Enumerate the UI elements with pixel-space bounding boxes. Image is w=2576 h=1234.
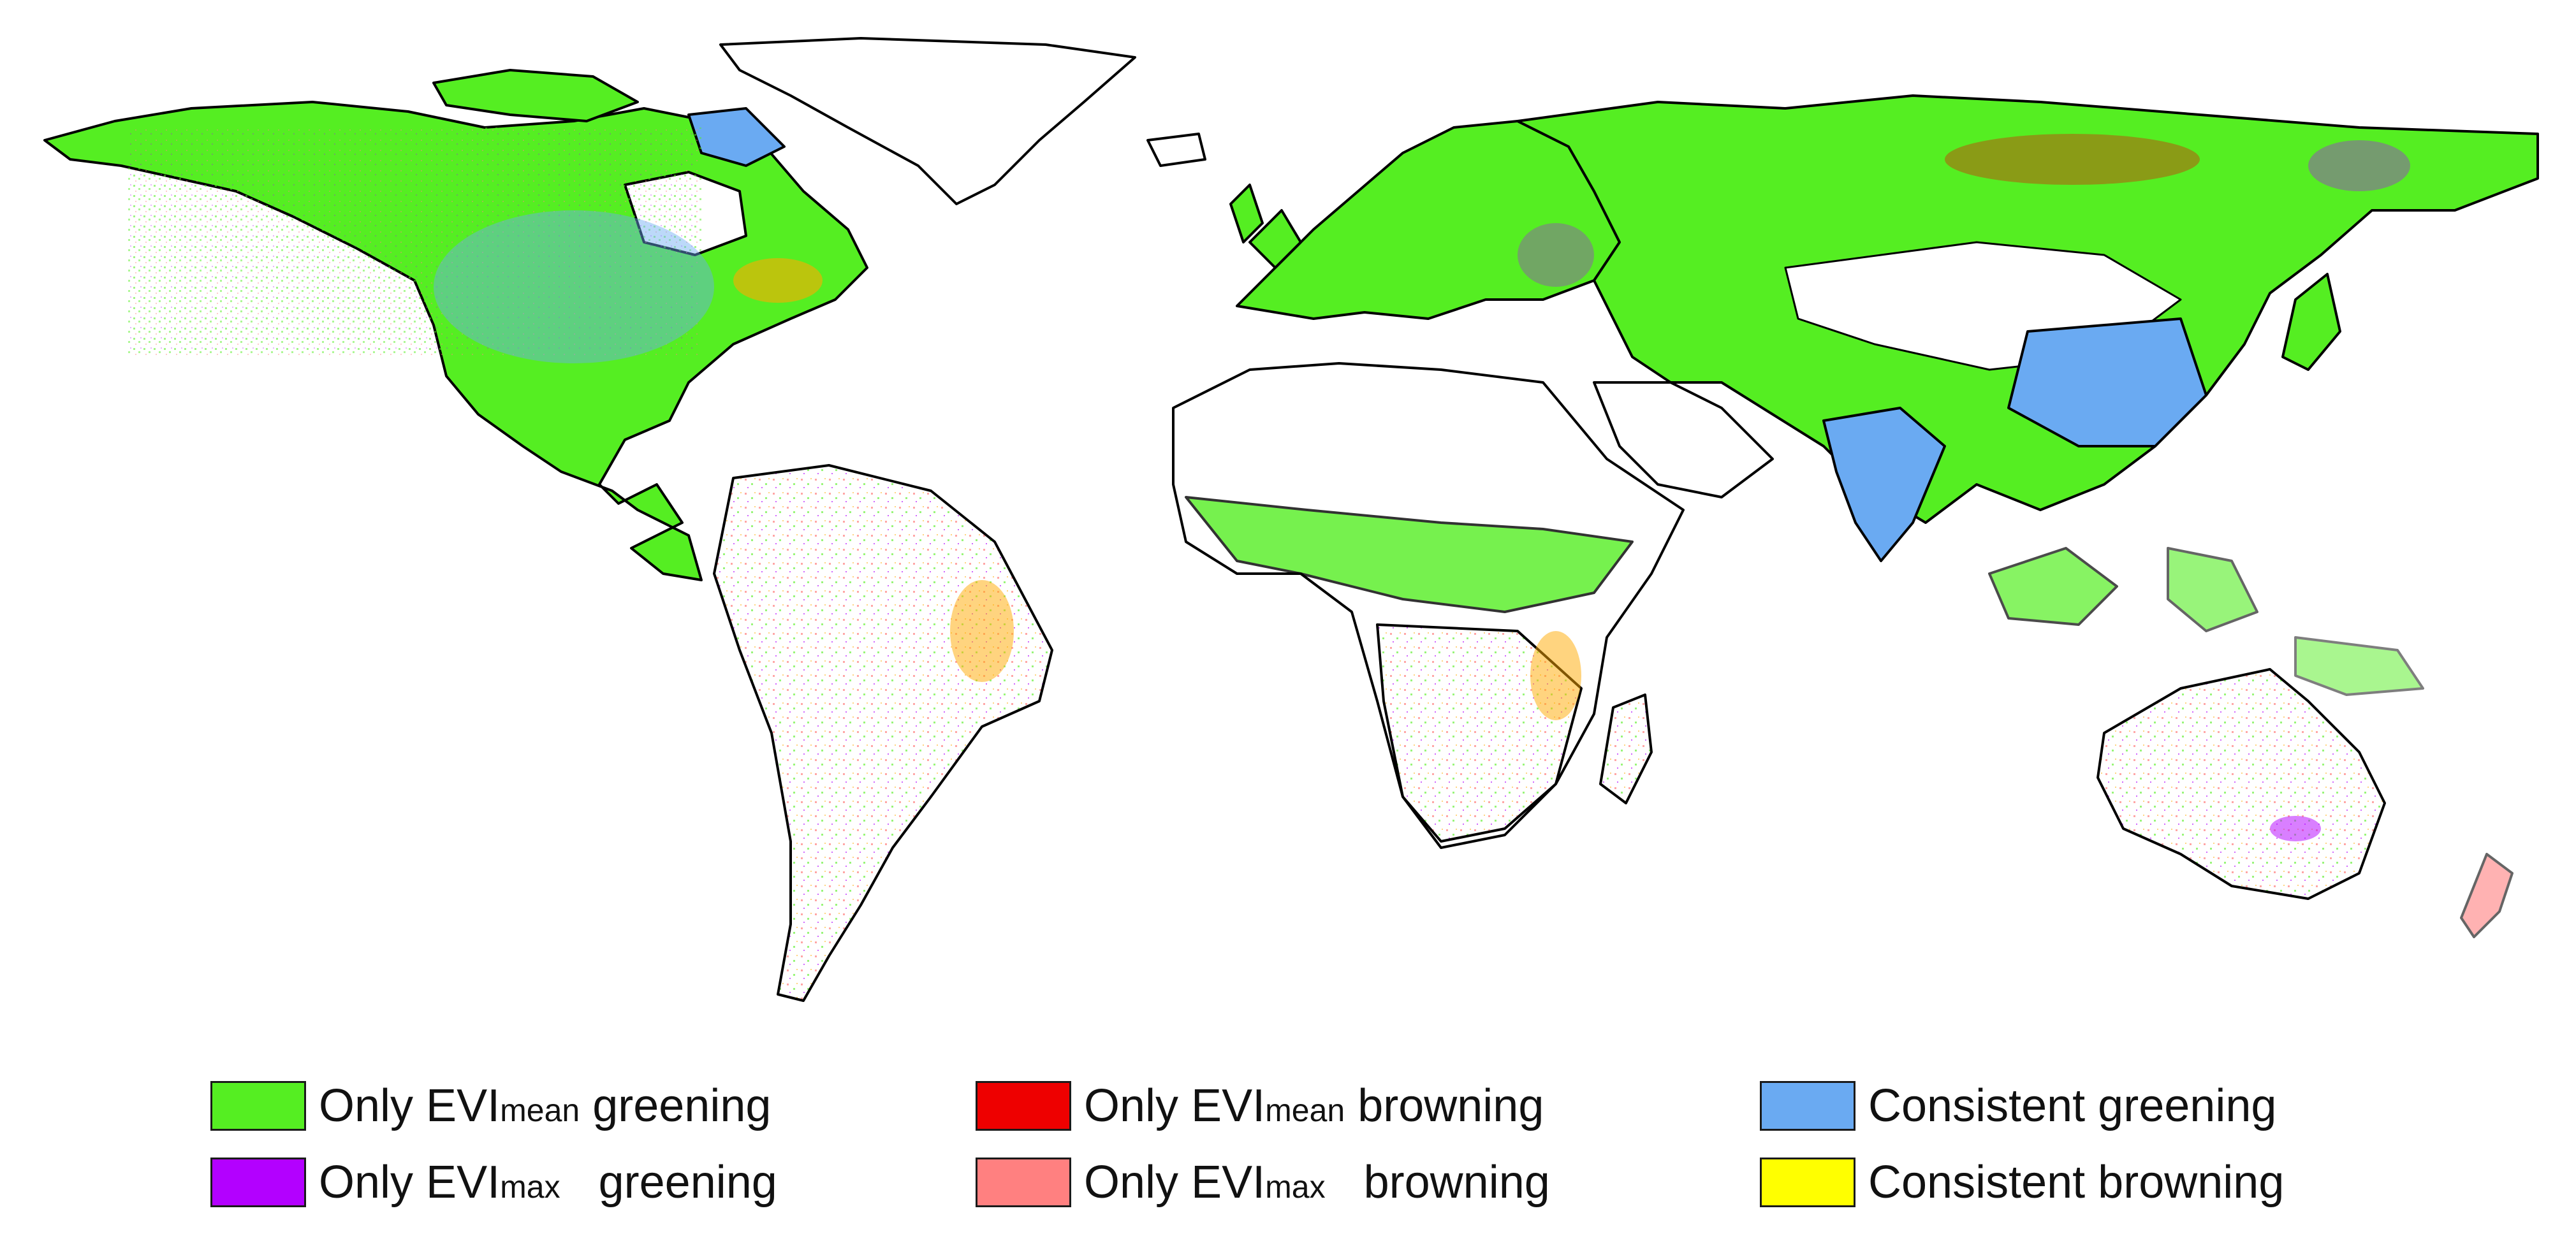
map-class-overlay	[128, 127, 2410, 841]
legend-label: Only EVImean browning	[1084, 1080, 1544, 1131]
legend-label: Only EVImax browning	[1084, 1157, 1550, 1208]
legend-item-max-browning: Only EVImax browning	[976, 1154, 1550, 1211]
legend-swatch	[210, 1081, 306, 1131]
legend-item-consistent-greening: Consistent greening	[1760, 1077, 2276, 1135]
world-map	[43, 37, 2539, 1002]
legend-label: Consistent greening	[1868, 1080, 2277, 1131]
legend-swatch	[210, 1158, 306, 1207]
legend-swatch	[976, 1081, 1071, 1131]
legend-item-consistent-browning: Consistent browning	[1760, 1154, 2284, 1211]
legend-label: Only EVImean greening	[319, 1080, 772, 1131]
australia	[2097, 668, 2386, 900]
legend-label: Consistent browning	[1868, 1157, 2285, 1208]
greenland	[719, 37, 1136, 205]
legend-swatch	[1760, 1158, 1855, 1207]
legend-swatch	[1760, 1081, 1855, 1131]
legend-swatch	[976, 1158, 1071, 1207]
europe	[1236, 120, 1621, 320]
legend-item-mean-browning: Only EVImean browning	[976, 1077, 1544, 1135]
map-legend: Only EVImean greening Only EVImean brown…	[0, 1020, 2576, 1234]
legend-item-max-greening: Only EVImax greening	[210, 1154, 777, 1211]
legend-item-mean-greening: Only EVImean greening	[210, 1077, 771, 1135]
south-america	[713, 464, 1053, 1002]
legend-label: Only EVImax greening	[319, 1157, 777, 1208]
